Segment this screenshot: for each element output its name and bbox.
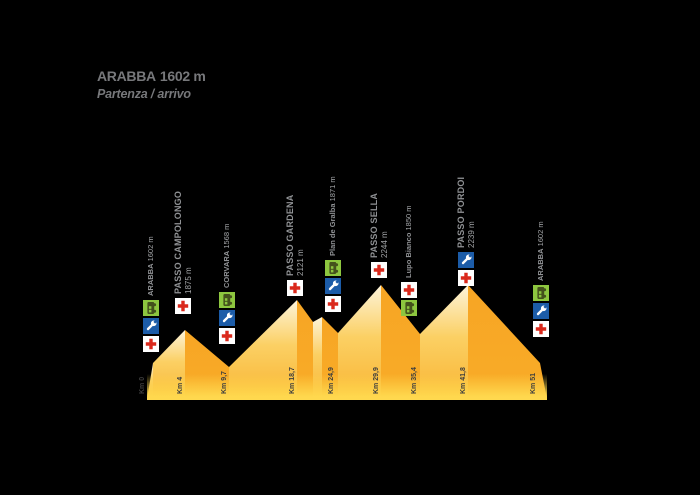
profile-face xyxy=(468,285,540,400)
start-finish-subtitle: Partenza / arrivo xyxy=(97,87,191,101)
km-label: Km 0 xyxy=(139,376,146,394)
cross-icon xyxy=(219,328,235,344)
station-name: PASSO PORDOI xyxy=(456,176,466,248)
station-label: PASSO SELLA 2244 m xyxy=(369,193,390,258)
start-finish-title: ARABBA 1602 m xyxy=(97,68,206,84)
station-name: CORVARA xyxy=(222,250,231,288)
ristoro-icon xyxy=(219,292,235,308)
km-label: Km 18,7 xyxy=(289,367,296,394)
station-name: PASSO GARDENA xyxy=(285,194,295,276)
station-name: Lupo Bianco xyxy=(404,232,413,278)
km-label: Km 4 xyxy=(177,376,184,394)
km-label: Km 51 xyxy=(530,372,537,394)
wrench-icon xyxy=(533,303,549,319)
station-name: PASSO SELLA xyxy=(369,192,379,258)
wrench-icon xyxy=(143,318,159,334)
cross-icon xyxy=(533,321,549,337)
station-name: Plan de Gralba xyxy=(328,203,337,256)
ristoro-icon xyxy=(325,260,341,276)
wrench-icon xyxy=(219,310,235,326)
cross-icon xyxy=(143,336,159,352)
station-elevation: 1875 m xyxy=(184,267,193,294)
station-label: PASSO GARDENA 2121 m xyxy=(285,195,306,276)
station-label: Plan de Gralba 1871 m xyxy=(328,176,337,256)
station-elevation: 1602 m xyxy=(146,236,155,264)
station-elevation: 2121 m xyxy=(296,249,305,276)
station-label: PASSO PORDOI 2239 m xyxy=(456,177,477,248)
cross-icon xyxy=(325,296,341,312)
station-label: ARABBA 1602 m xyxy=(536,221,545,281)
station-elevation: 1568 m xyxy=(222,223,231,251)
ristoro-icon xyxy=(143,300,159,316)
chart-title: ARABBA 1602 m Partenza / arrivo xyxy=(97,68,206,101)
station-name: PASSO CAMPOLONGO xyxy=(173,190,183,294)
station-elevation: 2244 m xyxy=(380,231,389,258)
profile-face xyxy=(420,285,468,400)
km-label: Km 24,9 xyxy=(328,367,335,394)
ristoro-icon xyxy=(401,300,417,316)
km-label: Km 29,9 xyxy=(373,367,380,394)
km-label: Km 9,7 xyxy=(221,371,228,394)
cross-icon xyxy=(175,298,191,314)
profile-face xyxy=(338,285,381,400)
station-label: CORVARA 1568 m xyxy=(222,224,231,288)
station-elevation: 2239 m xyxy=(467,221,476,248)
wrench-icon xyxy=(458,252,474,268)
baseline-glow xyxy=(147,374,547,400)
km-label: Km 35,4 xyxy=(411,367,418,394)
station-elevation: 1871 m xyxy=(328,176,337,204)
cross-icon xyxy=(401,282,417,298)
ristoro-icon xyxy=(533,285,549,301)
station-elevation: 1850 m xyxy=(404,205,413,233)
station-label: Lupo Bianco 1850 m xyxy=(404,205,413,278)
cross-icon xyxy=(371,262,387,278)
cross-icon xyxy=(287,280,303,296)
cross-icon xyxy=(458,270,474,286)
station-name: ARABBA xyxy=(536,248,545,282)
profile-face xyxy=(381,285,420,400)
km-label: Km 41,8 xyxy=(460,367,467,394)
station-label: PASSO CAMPOLONGO 1875 m xyxy=(173,191,194,294)
wrench-icon xyxy=(325,278,341,294)
station-elevation: 1602 m xyxy=(536,221,545,249)
station-name: ARABBA xyxy=(146,263,155,297)
station-label: ARABBA 1602 m xyxy=(146,236,155,296)
